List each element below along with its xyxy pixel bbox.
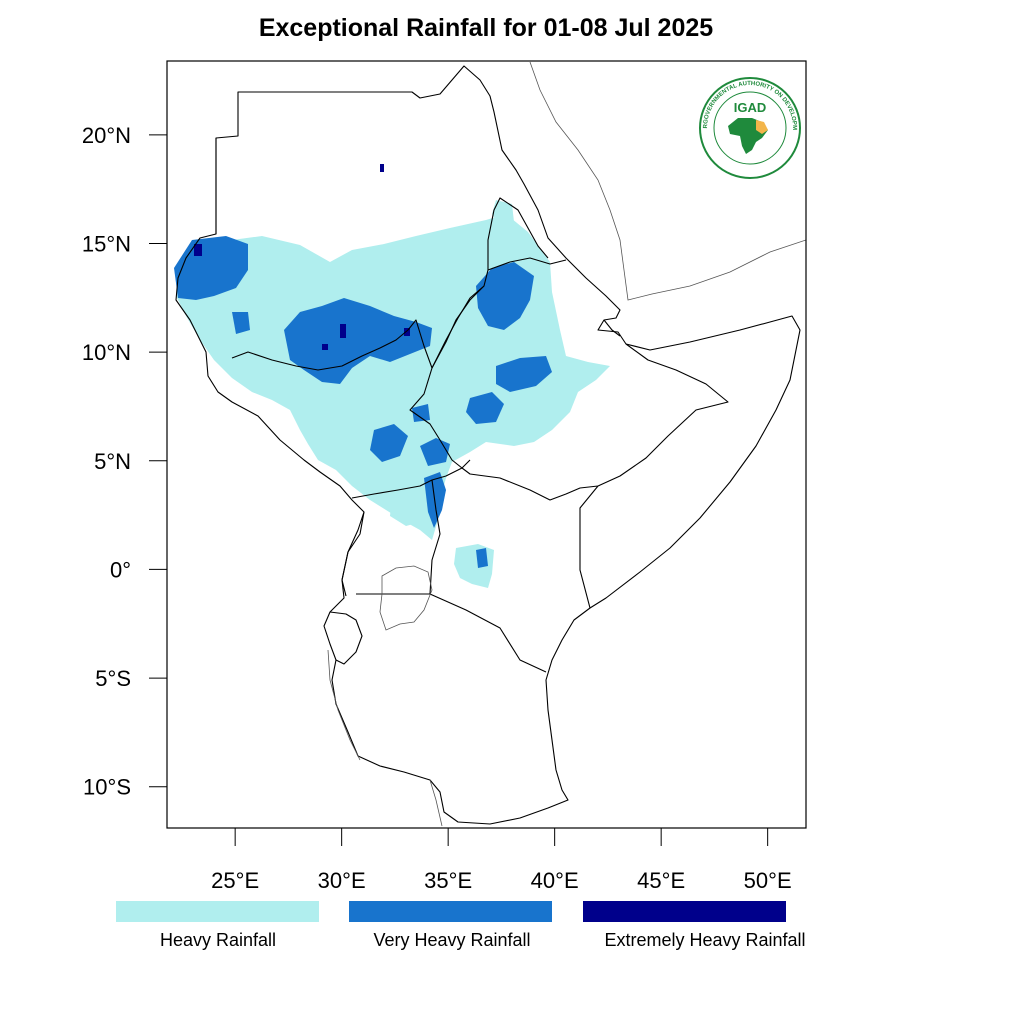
lake-malawi — [429, 779, 443, 827]
border-ethiopia-kenya — [461, 343, 729, 501]
map-title: Exceptional Rainfall for 01-08 Jul 2025 — [258, 14, 714, 42]
rainfall-shading — [174, 164, 610, 588]
legend-label: Extremely Heavy Rainfall — [604, 930, 806, 950]
lon-tick-label: 40°E — [531, 868, 579, 893]
border-ethiopia-sudan — [409, 285, 485, 469]
border-ethiopia-west — [487, 257, 567, 271]
lat-tick-label: 5°S — [95, 666, 131, 691]
lon-tick-label: 50°E — [744, 868, 792, 893]
igad-logo: INTERGOVERNMENTAL AUTHORITY ON DEVELOPME… — [699, 77, 801, 179]
lake-victoria — [379, 565, 433, 631]
lon-tick-label: 35°E — [424, 868, 472, 893]
arabian-coast — [529, 61, 806, 301]
legend-label: Very Heavy Rainfall — [373, 930, 531, 950]
latitude-axis: 20°N 15°N 10°N 5°N 0° 5°S 10°S — [82, 123, 167, 800]
lat-tick-label: 20°N — [82, 123, 131, 148]
border-uganda-tanzania — [356, 593, 547, 673]
lake-tanganyika — [327, 649, 361, 761]
border-djibouti — [603, 319, 621, 337]
lon-tick-label: 30°E — [318, 868, 366, 893]
legend-label: Heavy Rainfall — [159, 930, 277, 950]
legend-swatch — [583, 901, 786, 922]
country-boundaries — [175, 65, 801, 825]
lon-tick-label: 45°E — [637, 868, 685, 893]
border-somalia-kenya — [579, 485, 599, 609]
border-south-sudan-south — [351, 459, 471, 499]
border-uganda-kenya — [429, 479, 441, 595]
lakes-and-seas — [327, 61, 806, 827]
logo-text: IGAD — [734, 100, 767, 115]
lat-tick-label: 10°S — [83, 775, 131, 800]
legend-swatch — [349, 901, 552, 922]
border-drc-uganda — [341, 511, 365, 597]
map-frame — [166, 60, 807, 829]
border-eritrea — [487, 197, 549, 270]
lat-tick-label: 15°N — [82, 232, 131, 257]
border-rwanda-burundi — [329, 611, 363, 665]
lon-tick-label: 25°E — [211, 868, 259, 893]
lat-tick-label: 0° — [110, 557, 131, 582]
legend-swatch — [116, 901, 319, 922]
coastline — [175, 65, 801, 825]
longitude-axis: 25°E 30°E 35°E 40°E 45°E 50°E — [211, 828, 792, 893]
lat-tick-label: 5°N — [94, 449, 131, 474]
lat-tick-label: 10°N — [82, 340, 131, 365]
extremely-heavy-rainfall-areas — [194, 164, 410, 350]
